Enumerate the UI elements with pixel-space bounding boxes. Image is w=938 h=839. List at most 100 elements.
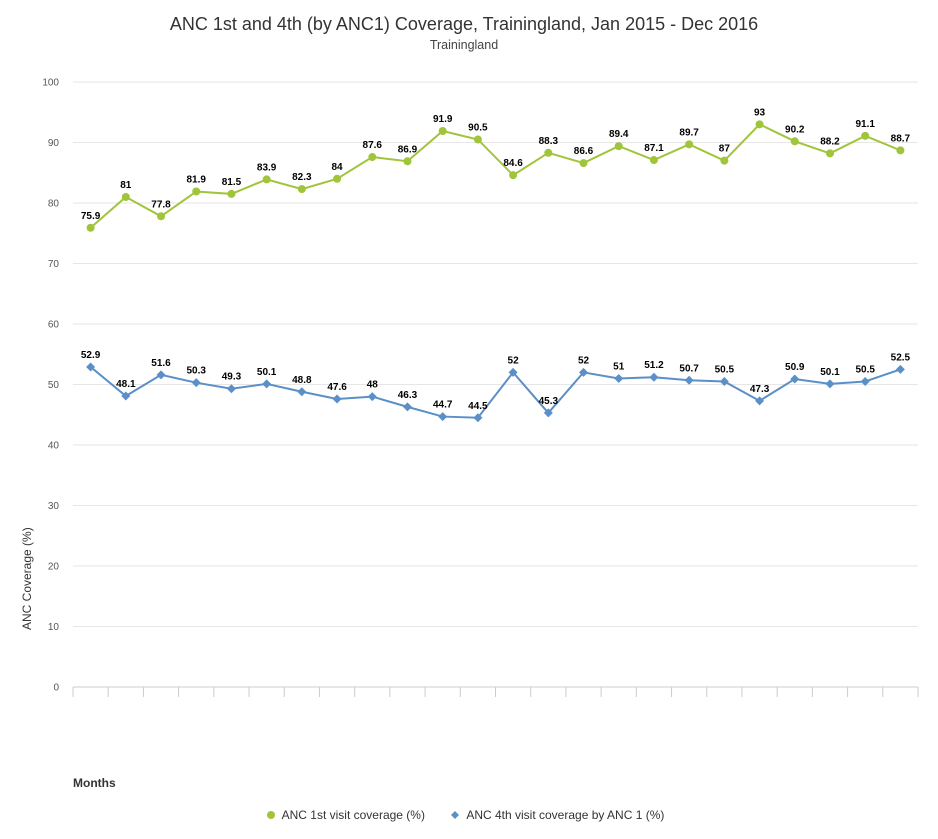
- data-label: 50.7: [679, 363, 699, 374]
- data-label: 86.6: [574, 146, 594, 157]
- data-point: [297, 185, 306, 194]
- data-point: [614, 373, 624, 383]
- data-label: 50.5: [855, 364, 875, 375]
- series-line: [89, 366, 901, 419]
- y-axis-label: ANC Coverage (%): [20, 527, 34, 630]
- data-label: 82.3: [292, 172, 312, 183]
- data-label: 48.8: [292, 375, 312, 386]
- data-label: 81.9: [186, 175, 206, 186]
- data-point: [367, 392, 377, 402]
- data-point: [157, 212, 166, 221]
- y-tick-label: 0: [53, 683, 59, 694]
- data-label: 45.3: [539, 396, 559, 407]
- data-label: 87: [719, 144, 731, 155]
- data-point: [156, 370, 166, 380]
- data-label: 50.1: [820, 367, 840, 378]
- data-point: [860, 376, 870, 386]
- data-point: [262, 379, 272, 389]
- data-point: [895, 364, 905, 374]
- chart-title: ANC 1st and 4th (by ANC1) Coverage, Trai…: [169, 14, 759, 34]
- data-point: [684, 375, 694, 385]
- data-point: [719, 376, 729, 386]
- data-label: 83.9: [257, 162, 277, 173]
- data-point: [896, 146, 905, 155]
- data-label: 81: [120, 180, 132, 191]
- data-point: [755, 120, 764, 129]
- data-point: [579, 159, 588, 168]
- data-point: [86, 362, 96, 372]
- data-label: 52.5: [891, 352, 911, 363]
- x-axis-label: Months: [73, 776, 116, 790]
- data-point: [191, 378, 201, 388]
- data-label: 81.5: [222, 177, 242, 188]
- data-label: 91.1: [855, 119, 875, 130]
- data-point: [861, 131, 870, 140]
- data-label: 87.6: [363, 140, 383, 151]
- data-label: 88.7: [891, 133, 911, 144]
- data-label: 86.9: [398, 144, 418, 155]
- y-tick-label: 10: [48, 622, 60, 633]
- data-label: 51.6: [151, 358, 171, 369]
- data-point: [825, 379, 835, 389]
- data-point: [121, 192, 130, 201]
- data-label: 91.9: [433, 114, 453, 125]
- data-label: 50.5: [715, 364, 735, 375]
- data-label: 47.6: [327, 382, 347, 393]
- data-point: [509, 171, 518, 180]
- chart-subtitle: Trainingland: [429, 38, 499, 52]
- data-point: [473, 135, 482, 144]
- data-point: [825, 149, 834, 158]
- data-label: 51: [613, 361, 625, 372]
- y-tick-label: 60: [48, 320, 60, 331]
- data-label: 48: [367, 380, 379, 391]
- data-label: 49.3: [222, 372, 242, 383]
- data-label: 89.4: [609, 129, 629, 140]
- data-point: [226, 384, 236, 394]
- data-point: [438, 412, 448, 422]
- legend-label-anc1: ANC 1st visit coverage (%): [281, 808, 425, 822]
- legend-label-anc4: ANC 4th visit coverage by ANC 1 (%): [466, 808, 665, 822]
- data-label: 50.3: [186, 366, 206, 377]
- legend-item-anc1[interactable]: ANC 1st visit coverage (%): [264, 808, 425, 822]
- data-point: [685, 140, 694, 149]
- data-label: 50.1: [257, 367, 277, 378]
- data-point: [543, 408, 553, 418]
- y-tick-label: 40: [48, 441, 60, 452]
- data-label: 88.2: [820, 136, 840, 147]
- legend-item-anc4[interactable]: ANC 4th visit coverage by ANC 1 (%): [448, 808, 664, 822]
- data-point: [402, 402, 412, 412]
- y-tick-label: 70: [48, 259, 60, 270]
- data-label: 48.1: [116, 379, 136, 390]
- circle-marker-icon: [266, 811, 275, 819]
- data-point: [579, 367, 589, 377]
- data-label: 75.9: [81, 211, 101, 222]
- data-label: 88.3: [539, 136, 559, 147]
- series-line: [89, 123, 901, 229]
- y-tick-label: 50: [48, 380, 60, 391]
- data-label: 84.6: [503, 158, 523, 169]
- y-tick-label: 100: [42, 78, 59, 89]
- data-point: [649, 372, 659, 382]
- data-point: [790, 374, 800, 384]
- y-tick-label: 80: [48, 199, 60, 210]
- data-label: 51.2: [644, 360, 664, 371]
- data-point: [332, 394, 342, 404]
- data-point: [508, 367, 518, 377]
- data-label: 93: [754, 107, 766, 118]
- data-point: [121, 391, 131, 401]
- data-label: 52.9: [81, 350, 101, 361]
- data-label: 44.7: [433, 400, 453, 411]
- data-label: 44.5: [468, 401, 488, 412]
- data-point: [544, 148, 553, 157]
- data-label: 89.7: [679, 127, 699, 138]
- y-tick-label: 20: [48, 562, 60, 573]
- data-label: 52: [578, 355, 590, 366]
- data-point: [262, 175, 271, 184]
- data-label: 50.9: [785, 362, 805, 373]
- y-tick-label: 30: [48, 501, 60, 512]
- data-point: [368, 153, 377, 162]
- y-tick-label: 90: [48, 138, 60, 149]
- data-point: [790, 137, 799, 146]
- diamond-marker-icon: [451, 811, 460, 819]
